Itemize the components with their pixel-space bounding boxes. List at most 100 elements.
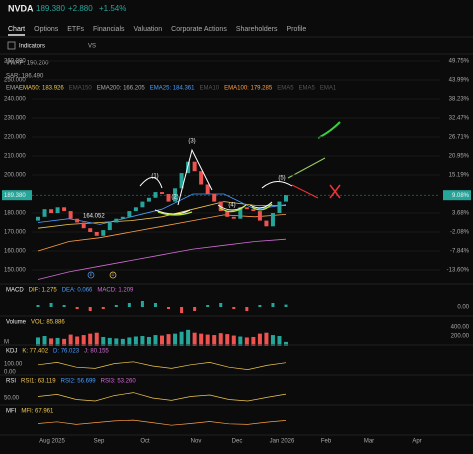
candle bbox=[114, 218, 119, 223]
x-tick-label: Jan 2026 bbox=[270, 439, 295, 445]
volume-bar bbox=[264, 332, 269, 346]
volume-axis: 400.00 bbox=[451, 325, 470, 331]
x-tick-label: Dec bbox=[232, 439, 243, 445]
candle bbox=[68, 211, 73, 219]
volume-bar bbox=[75, 336, 80, 346]
event-icon bbox=[87, 271, 95, 279]
y-tick-label: 230.000 bbox=[4, 116, 26, 122]
macd-bar bbox=[284, 304, 288, 307]
pct-label: 3.68% bbox=[452, 211, 470, 217]
rsi-axis: 50.00 bbox=[4, 396, 20, 402]
panel-value: MACD: 1.209 bbox=[97, 288, 134, 294]
indicators-button[interactable]: Indicators bbox=[19, 44, 45, 50]
volume-bar bbox=[127, 337, 132, 346]
macd-bar bbox=[140, 301, 144, 307]
candle bbox=[94, 232, 99, 236]
kdj-line bbox=[37, 361, 287, 370]
volume-bar bbox=[42, 336, 47, 346]
tab[interactable]: Options bbox=[34, 26, 59, 33]
candle bbox=[225, 211, 230, 217]
tab[interactable]: Corporate Actions bbox=[171, 26, 227, 33]
annotation: (1) bbox=[151, 174, 158, 180]
x-tick-label: Oct bbox=[140, 439, 150, 445]
volume-bar bbox=[101, 336, 106, 346]
annotation: 164.052 bbox=[83, 214, 105, 220]
indicators-icon bbox=[7, 41, 16, 50]
panel-value: K: 77.402 bbox=[22, 349, 48, 355]
pct-label: 43.99% bbox=[449, 78, 470, 84]
pct-label: 49.75% bbox=[449, 59, 470, 65]
ema-legend-item: EMA5 bbox=[277, 86, 294, 92]
candle bbox=[49, 209, 54, 213]
candle bbox=[192, 161, 197, 172]
x-tick-label: Aug 2025 bbox=[39, 439, 65, 445]
price: 189.380 bbox=[36, 4, 65, 13]
candle bbox=[186, 161, 191, 174]
macd-bar bbox=[88, 307, 92, 311]
volume-bar bbox=[55, 337, 60, 346]
sar-legend: SAR: 186.490 bbox=[6, 74, 44, 80]
kdj-axis: 0.00 bbox=[4, 370, 16, 376]
ema-line bbox=[37, 238, 287, 280]
pct-label: 38.23% bbox=[449, 97, 470, 103]
volume-bar bbox=[114, 338, 119, 346]
annotation: (4) bbox=[228, 203, 235, 209]
pct-label: 26.71% bbox=[449, 135, 470, 141]
tab[interactable]: Valuation bbox=[134, 26, 163, 33]
candle bbox=[199, 171, 204, 185]
y-tick-label: 160.000 bbox=[4, 249, 26, 255]
event-icon bbox=[109, 271, 117, 279]
tab[interactable]: ETFs bbox=[67, 26, 84, 33]
candle bbox=[251, 209, 256, 212]
compare-button[interactable]: VS bbox=[88, 44, 96, 50]
change: +2.880 bbox=[68, 4, 93, 13]
macd-bar bbox=[219, 303, 223, 307]
annotation: (2) bbox=[171, 195, 178, 201]
macd-bar bbox=[114, 305, 118, 307]
candle bbox=[270, 213, 275, 227]
rsi-line bbox=[37, 392, 287, 402]
volume-bar bbox=[251, 336, 256, 346]
panel-label: Volume bbox=[6, 320, 27, 326]
volume-bar bbox=[257, 333, 262, 346]
candle bbox=[140, 201, 145, 208]
last-price-label: 189.380 bbox=[4, 193, 26, 199]
volume-bar bbox=[225, 334, 230, 346]
volume-bar bbox=[179, 331, 184, 346]
volume-bar bbox=[94, 332, 99, 346]
pct-label: 15.19% bbox=[449, 173, 470, 179]
cross-mark bbox=[329, 184, 341, 199]
volume-bar bbox=[284, 341, 288, 346]
panel-value: J: 80.155 bbox=[84, 349, 109, 355]
tab[interactable]: Chart bbox=[8, 26, 25, 33]
y-tick-label: 250.000 bbox=[4, 78, 26, 84]
macd-bar bbox=[36, 305, 40, 307]
volume-bar bbox=[218, 333, 223, 346]
candle bbox=[264, 220, 269, 227]
macd-bar bbox=[167, 307, 171, 309]
tab[interactable]: Profile bbox=[286, 26, 306, 33]
panel-value: DIF: 1.275 bbox=[29, 288, 58, 294]
event-label: D bbox=[112, 272, 115, 277]
ema-legend-item: EMA100: 179.285 bbox=[224, 86, 273, 92]
last-price-box bbox=[2, 190, 32, 201]
tab[interactable]: Financials bbox=[93, 26, 125, 33]
panel-label: MACD bbox=[6, 288, 24, 294]
pct-label: -7.84% bbox=[450, 249, 470, 255]
volume-bar bbox=[199, 333, 204, 346]
volume-bar bbox=[270, 335, 275, 346]
x-tick-label: Feb bbox=[321, 439, 332, 445]
panel-value: MFI: 67.961 bbox=[21, 409, 54, 415]
volume-bar bbox=[107, 337, 112, 346]
volume-bar bbox=[231, 335, 236, 346]
tab[interactable]: Shareholders bbox=[236, 26, 278, 33]
macd-bar bbox=[62, 305, 66, 307]
volume-axis: 200.00 bbox=[451, 334, 470, 340]
pct-label: 32.47% bbox=[449, 116, 470, 122]
volume-bar bbox=[120, 338, 125, 346]
y-tick-label: 200.000 bbox=[4, 173, 26, 179]
candle bbox=[179, 173, 184, 189]
x-tick-label: Sep bbox=[94, 439, 105, 445]
volume-bar bbox=[146, 336, 151, 346]
